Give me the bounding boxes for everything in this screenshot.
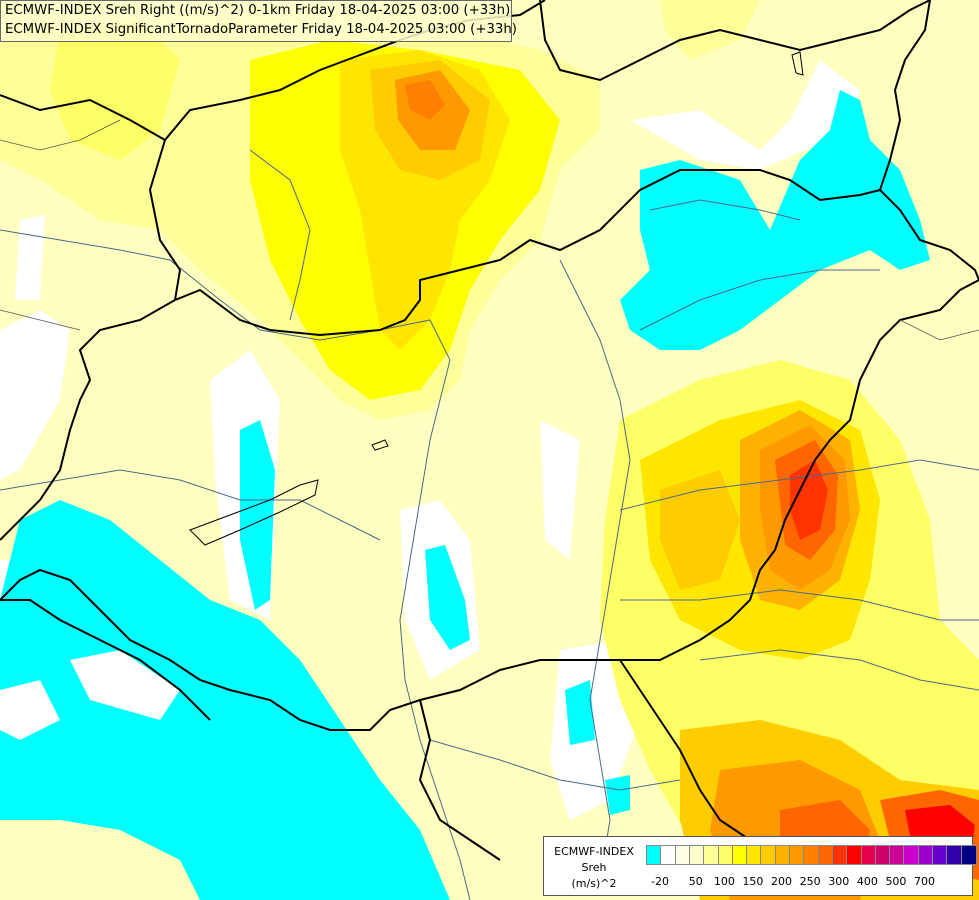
country-borders [0, 0, 979, 861]
rivers [0, 149, 979, 900]
legend-tick-label: 300 [828, 875, 850, 888]
legend-tick-label: 700 [914, 875, 936, 888]
admin-lines [0, 119, 979, 341]
legend-swatch [960, 845, 977, 865]
color-legend: ECMWF-INDEX Sreh (m/s)^2 -20 50 100 150 200 2… [543, 836, 977, 896]
legend-tick-label: 200 [771, 875, 793, 888]
lakes [189, 51, 804, 546]
legend-tick-label: 50 [688, 875, 703, 888]
legend-tick-label: 250 [799, 875, 821, 888]
legend-tick-label: -20 [651, 875, 669, 888]
map-title-box: ECMWF-INDEX Sreh Right ((m/s)^2) 0-1km F… [0, 0, 517, 42]
legend-tick-label: 100 [713, 875, 735, 888]
legend-tick-label: 400 [856, 875, 878, 888]
map-title-line-2: ECMWF-INDEX SignificantTornadoParameter … [5, 22, 517, 37]
legend-tick-label: 500 [885, 875, 907, 888]
legend-model: ECMWF-INDEX [554, 845, 634, 858]
sreh-negative-areas [0, 90, 930, 900]
map-title-line-1: ECMWF-INDEX Sreh Right ((m/s)^2) 0-1km F… [5, 3, 511, 18]
legend-parameter: Sreh [581, 861, 607, 874]
sreh-moderate-areas [0, 0, 760, 420]
legend-unit: (m/s)^2 [571, 877, 617, 890]
legend-tick-label: 150 [742, 875, 764, 888]
